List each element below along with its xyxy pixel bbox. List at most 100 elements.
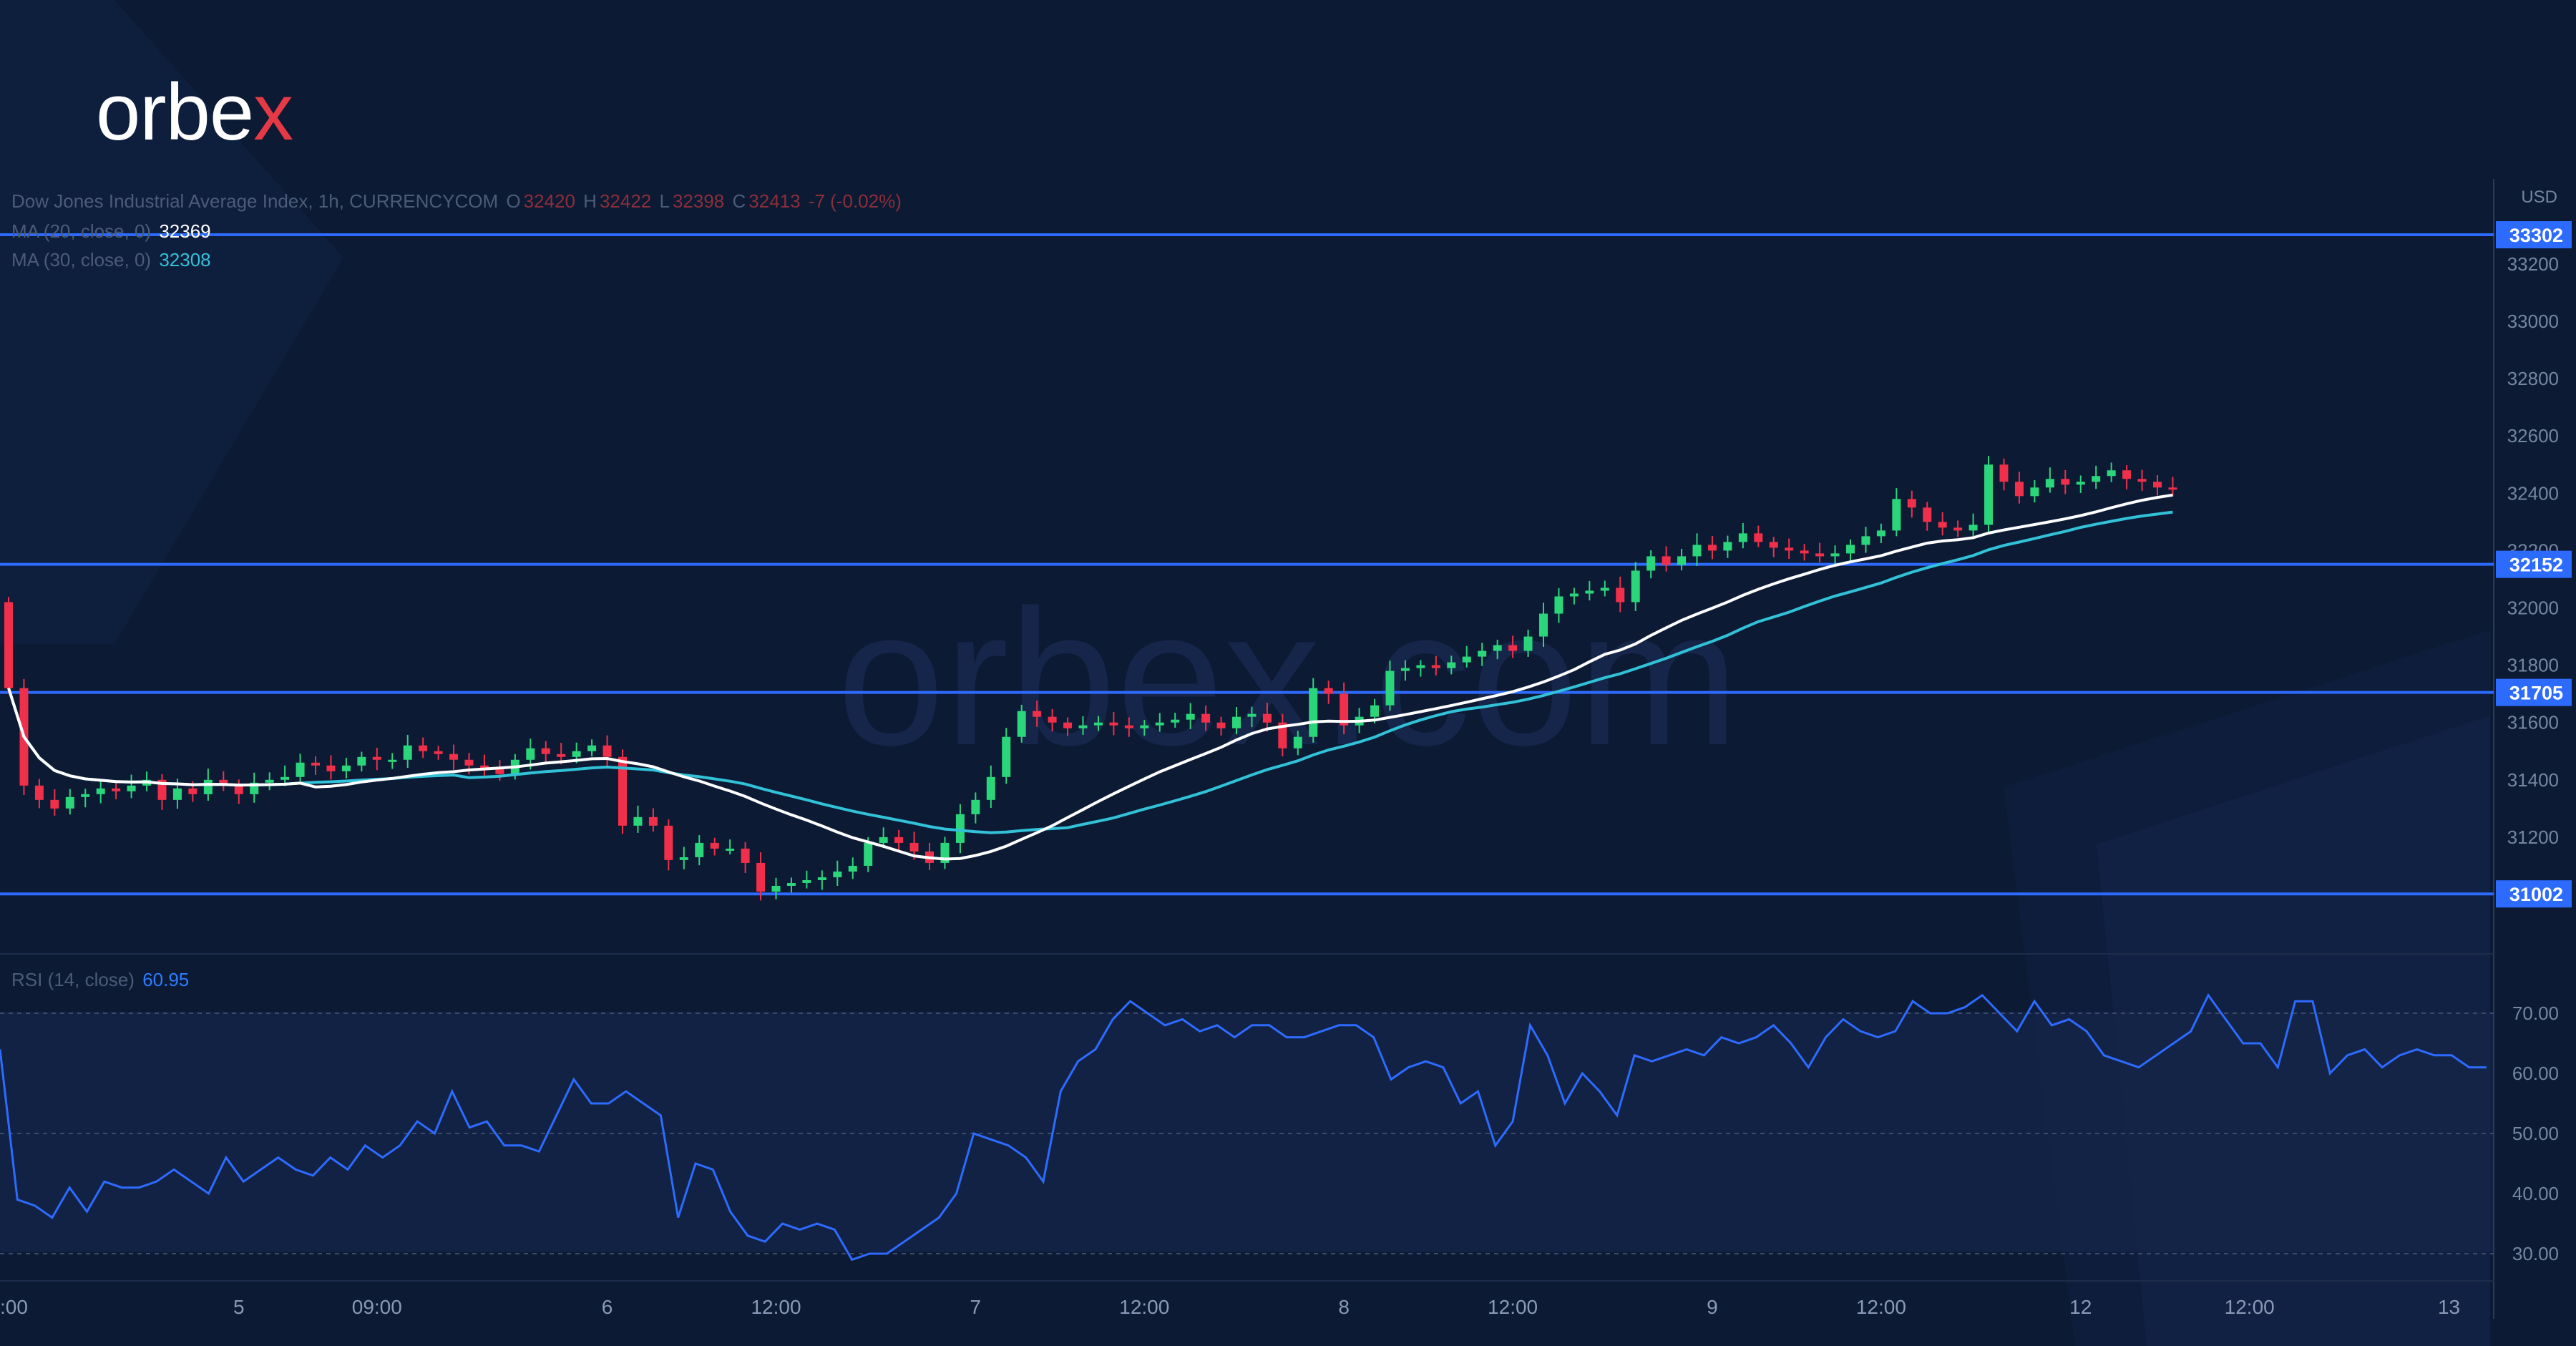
candle: [2168, 487, 2177, 490]
candle: [1923, 507, 1932, 522]
candle: [372, 756, 381, 760]
candle: [2137, 479, 2147, 482]
ma20-line: [7, 493, 2173, 861]
candle: [388, 759, 397, 762]
candle: [741, 848, 750, 863]
time-tick-label: 5: [233, 1296, 245, 1318]
candle: [2076, 482, 2085, 485]
candle: [633, 816, 643, 826]
time-tick-label: 12:00: [2225, 1296, 2275, 1318]
candle: [1262, 713, 1272, 723]
level-price-tag: [2496, 550, 2572, 578]
candle: [1385, 670, 1395, 706]
candle: [1232, 716, 1241, 728]
candle: [1800, 550, 1809, 554]
candle: [1109, 722, 1118, 726]
time-tick-label: 9: [1707, 1296, 1718, 1318]
ohlc-close-label: C: [732, 190, 746, 212]
currency-label: USD: [2521, 187, 2557, 207]
ma20-value: 32369: [159, 220, 211, 242]
candle: [909, 842, 919, 852]
background-shape-left: [0, 0, 343, 644]
orbex-logo: orbex: [96, 66, 293, 158]
symbol-name: Dow Jones Industrial Average Index, 1h, …: [11, 190, 499, 212]
candle: [1078, 725, 1088, 728]
candle: [1585, 590, 1594, 594]
price-tick-label: 31800: [2507, 655, 2559, 676]
candle: [1953, 527, 1963, 531]
candle: [4, 602, 13, 688]
candle: [296, 762, 305, 777]
candle: [1431, 665, 1440, 668]
candle: [1523, 636, 1533, 651]
candle: [495, 768, 504, 774]
candle: [1033, 711, 1042, 717]
candle: [1278, 722, 1287, 748]
candle: [1692, 545, 1702, 557]
candle: [2061, 479, 2070, 485]
candle: [587, 745, 597, 751]
candle: [1999, 464, 2009, 482]
candle: [1493, 645, 1502, 651]
logo-x: x: [253, 67, 293, 157]
rsi-tick-label: 70.00: [2512, 1003, 2559, 1024]
price-tick-label: 32000: [2507, 598, 2559, 619]
rsi-value: 60.95: [142, 969, 190, 990]
candle: [771, 885, 781, 892]
candle: [1938, 522, 1947, 528]
rsi-tick-label: 30.00: [2512, 1243, 2559, 1264]
candle: [280, 776, 290, 780]
level-price-label: 31002: [2509, 884, 2563, 905]
time-tick-label: 12:00: [1119, 1296, 1169, 1318]
candle: [127, 785, 136, 791]
time-tick-label: 7: [970, 1296, 982, 1318]
candle: [403, 745, 412, 760]
candle: [357, 756, 366, 766]
candle: [1785, 547, 1794, 551]
candle: [526, 748, 535, 760]
candle: [1124, 725, 1133, 728]
price-tick-label: 31400: [2507, 769, 2559, 791]
candle: [1478, 650, 1487, 657]
ma30-legend: MA (30, close, 0) 32308: [11, 249, 214, 271]
candle: [1631, 570, 1640, 603]
candle: [1754, 533, 1763, 542]
candle: [1738, 533, 1747, 542]
ohlc-close-value: 32413: [748, 190, 801, 212]
candle: [648, 816, 658, 826]
candle: [1769, 542, 1778, 548]
candle: [726, 848, 735, 851]
candle: [1140, 725, 1149, 728]
candle: [1462, 656, 1471, 663]
candle: [1707, 545, 1717, 551]
candle: [1600, 587, 1609, 591]
level-price-label: 31705: [2509, 683, 2563, 704]
candle: [2107, 470, 2116, 477]
candle: [1048, 716, 1057, 723]
ohlc-low-label: L: [659, 190, 670, 212]
candle: [1002, 736, 1011, 777]
candle: [1723, 542, 1732, 551]
candle: [602, 745, 612, 757]
candle: [2153, 482, 2162, 488]
candle: [695, 842, 704, 857]
candle: [172, 788, 182, 800]
level-price-tag: [2496, 678, 2572, 706]
candle: [1216, 722, 1226, 728]
candle: [2092, 476, 2101, 482]
candle: [1171, 719, 1180, 723]
candle: [1186, 713, 1195, 720]
candle: [234, 785, 243, 794]
candle: [1416, 665, 1425, 668]
time-tick-label: 6: [602, 1296, 613, 1318]
candle: [265, 779, 274, 783]
candle: [1815, 553, 1825, 557]
rsi-legend: RSI (14, close) 60.95: [11, 969, 192, 991]
candle: [572, 751, 581, 757]
candle: [203, 779, 213, 794]
candle: [1861, 536, 1870, 545]
ohlc-open-label: O: [506, 190, 521, 212]
level-price-label: 32152: [2509, 555, 2563, 576]
